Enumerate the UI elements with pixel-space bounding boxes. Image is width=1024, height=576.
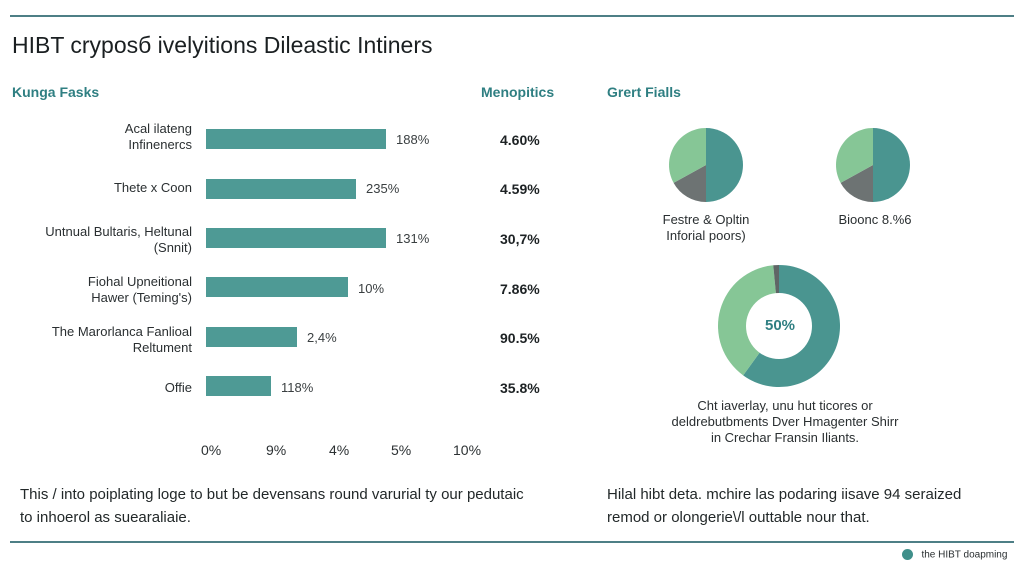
metric-value: 90.5%: [500, 330, 540, 346]
x-tick-label: 9%: [266, 442, 287, 458]
bar: [206, 277, 348, 297]
bar-value-label: 118%: [281, 380, 314, 395]
donut-caption: Cht iaverlay, unu hut ticores or deldreb…: [671, 398, 899, 445]
bar-value-label: 188%: [396, 132, 430, 147]
category-label: Untnual Bultaris, Heltunal (Snnit): [45, 224, 192, 255]
pie-caption: Bioonc 8.%6: [838, 212, 912, 227]
x-tick-label: 10%: [453, 442, 482, 458]
metric-value: 7.86%: [500, 281, 540, 297]
pie-slice-gray: [840, 165, 873, 202]
category-label: Thete x Coon: [113, 180, 192, 195]
pie-caption: Festre & Opltin Inforial poors): [662, 212, 750, 243]
bar: [206, 129, 386, 149]
left-section-title: Kunga Fasks: [12, 84, 100, 100]
bar: [206, 228, 386, 248]
pie-slice-gray: [673, 165, 706, 202]
category-label: Fiohal Upneitional Hawer (Teming's): [87, 274, 192, 305]
bar-value-label: 2,4%: [307, 330, 337, 345]
donut-center-label: 50%: [764, 317, 796, 334]
category-label: The Marorlanca Fanlioal Reltument: [51, 324, 192, 355]
page-title: HIBT cryposб ivelyitions Dileastic Intin…: [12, 32, 433, 58]
metric-value: 4.59%: [500, 181, 540, 197]
category-label: Offie: [164, 380, 192, 395]
metric-value: 35.8%: [500, 380, 540, 396]
bottom-rule: [10, 541, 1014, 543]
x-tick-label: 5%: [391, 442, 412, 458]
metrics-title: Menopitics: [481, 84, 555, 100]
footer-right-text: Hilal hibt deta. mchire las podaring iis…: [607, 486, 962, 526]
pie-slice-teal: [873, 128, 910, 202]
metric-value: 4.60%: [500, 132, 540, 148]
x-tick-label: 4%: [329, 442, 350, 458]
brand-logo-icon: [902, 549, 913, 561]
metric-value: 30,7%: [500, 231, 540, 247]
bar: [206, 179, 356, 199]
category-label: Acal ilateng Infinenercs: [124, 121, 192, 152]
pie-slice-green: [669, 128, 706, 183]
x-tick-label: 0%: [201, 442, 222, 458]
brand: the HIBT doapming: [902, 546, 1007, 562]
pie-slice-teal: [706, 128, 743, 202]
bar-value-label: 10%: [358, 281, 385, 296]
bar: [206, 327, 297, 347]
bar-value-label: 235%: [366, 181, 400, 196]
top-rule: [10, 15, 1014, 17]
right-section-title: Grert Fialls: [607, 84, 681, 100]
brand-text: the HIBT doapming: [921, 549, 1008, 561]
donut-hole: [746, 293, 812, 359]
bar: [206, 376, 271, 396]
pie-slice-green: [836, 128, 873, 183]
footer-left-text: This / into poiplating loge to but be de…: [20, 486, 524, 526]
bar-value-label: 131%: [396, 231, 430, 246]
